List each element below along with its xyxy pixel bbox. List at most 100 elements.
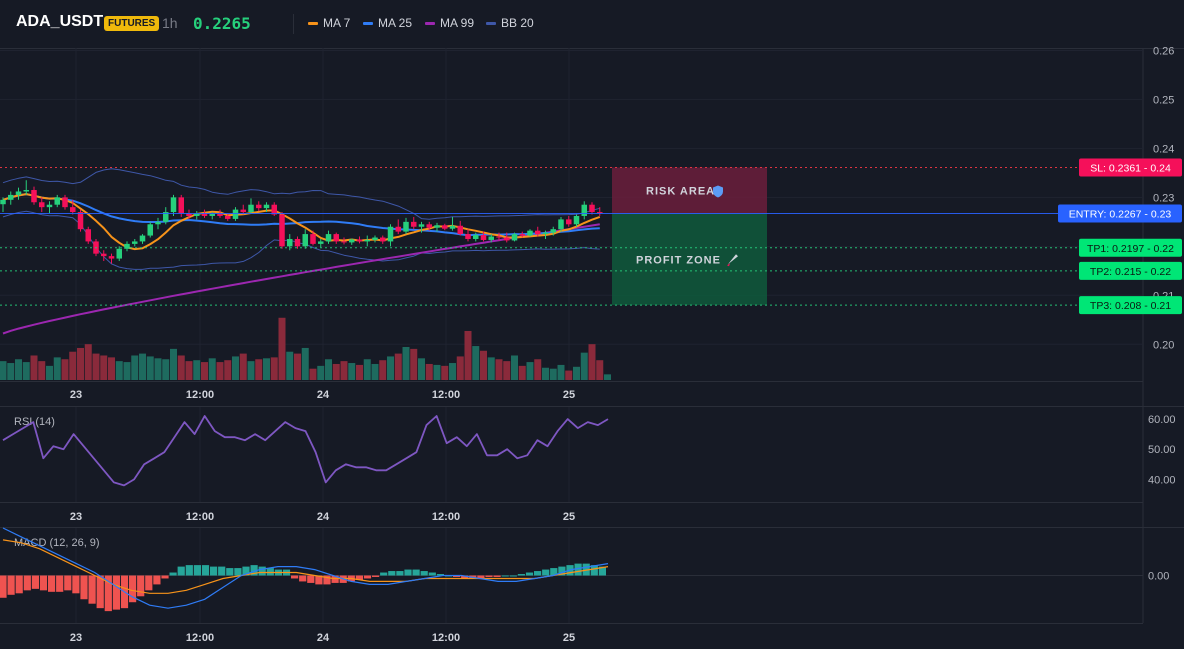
macd-histogram-bar [177,566,185,576]
macd-histogram-bar [145,575,153,591]
trade-zones: RISK AREA PROFIT ZONE [612,167,767,306]
price-tick-label: 0.23 [1153,192,1174,204]
macd-histogram-bar [542,569,550,576]
macd-histogram-bar [250,565,258,576]
macd-histogram-bar [226,568,234,576]
candle-body [442,225,448,229]
volume-bar [325,359,332,380]
macd-histogram-bar [169,572,177,576]
candle-body [108,256,115,259]
macd-histogram-bar [161,575,169,579]
volume-bar [100,355,108,380]
candle-body [535,230,541,235]
candle-body [411,221,417,227]
candle-body [519,234,525,236]
candle-body [77,212,84,230]
volume-bar [387,356,394,380]
candle-body [550,229,556,233]
rocket-icon [727,254,738,267]
volume-bar [456,356,464,380]
volume-bar [146,356,154,380]
candle-body [232,209,239,219]
sl-tag [1079,158,1182,177]
macd-histogram-bar [56,575,64,592]
macd-histogram-bar [129,575,137,603]
legend-ma99-label: MA 99 [440,16,475,30]
candle-body [54,197,60,205]
macd-histogram-bar [88,575,96,604]
candle-body [256,204,262,209]
candle-body [581,204,587,216]
volume-bar [286,351,294,380]
time-tick-label: 12:00 [186,511,214,523]
volume-bar [131,355,139,380]
rsi-pane[interactable]: RSI (14) 60.00 50.00 40.00 [2,414,1176,486]
candle-body [333,234,339,242]
time-tick-label: 24 [317,511,330,523]
ma99-swatch [425,22,435,26]
legend-ma7[interactable]: MA 7 [308,16,350,30]
chart-header: ADA_USDT FUTURES 1h 0.2265 MA 7 MA 25 MA… [0,0,1184,48]
legend-ma25[interactable]: MA 25 [363,16,412,30]
volume-bar [139,353,146,380]
time-tick-label: 24 [317,389,330,401]
volume-bar [534,359,542,380]
macd-histogram-bar [534,571,542,576]
time-tick-label: 25 [563,389,575,401]
candle-body [0,199,6,205]
volume-bar [480,350,487,380]
candle-body [589,204,595,213]
volume-bar [472,346,480,380]
ma7-line [2,193,601,251]
grid-lines [0,48,1184,624]
time-tick-label: 12:00 [186,389,214,401]
candle-body [209,214,215,216]
candle-body [364,239,370,242]
tp3-tag-text: TP3: 0.208 - 0.21 [1090,300,1171,312]
legend-bb20[interactable]: BB 20 [486,16,534,30]
volume-bar [332,363,340,380]
macd-histogram-bar [477,575,485,579]
volume-bar [232,356,239,380]
macd-histogram-bar [7,575,15,595]
candle-body [418,224,425,227]
entry-tag [1058,204,1182,223]
interval-label[interactable]: 1h [162,15,178,31]
volume-bar [371,363,379,380]
futures-badge: FUTURES [104,16,160,31]
volume-bar [317,365,325,380]
candle-body [349,239,355,243]
volume-bar [30,355,38,380]
candle-body [465,234,471,239]
candle-body [488,236,494,240]
legend-ma25-label: MA 25 [378,16,413,30]
macd-label: MACD (12, 26, 9) [14,537,100,549]
time-tick-label: 25 [563,511,575,523]
macd-histogram-bar [331,575,339,583]
macd-line [2,527,609,609]
volume-bar [425,363,433,380]
volume-bar [46,365,53,380]
candle-body [573,215,580,225]
candle-body [403,221,409,232]
legend-ma99[interactable]: MA 99 [425,16,474,30]
volume-bar [7,363,15,380]
volume-bar [418,358,425,380]
volume-bar [0,361,7,380]
candle-body [279,214,285,247]
macd-pane[interactable]: MACD (12, 26, 9) 0.00 [0,527,1169,612]
volume-bar [61,359,69,380]
volume-bar [348,363,356,380]
macd-histogram-bar [558,566,566,576]
symbol-name[interactable]: ADA_USDT [16,13,104,30]
header-divider [293,14,294,34]
volume-bar [526,362,534,380]
macd-histogram-bar [307,575,315,583]
candle-body [263,204,270,209]
volume-bar [255,359,263,380]
time-tick-label: 23 [70,632,82,644]
candle-body [318,241,324,244]
volume-bar [115,361,123,380]
